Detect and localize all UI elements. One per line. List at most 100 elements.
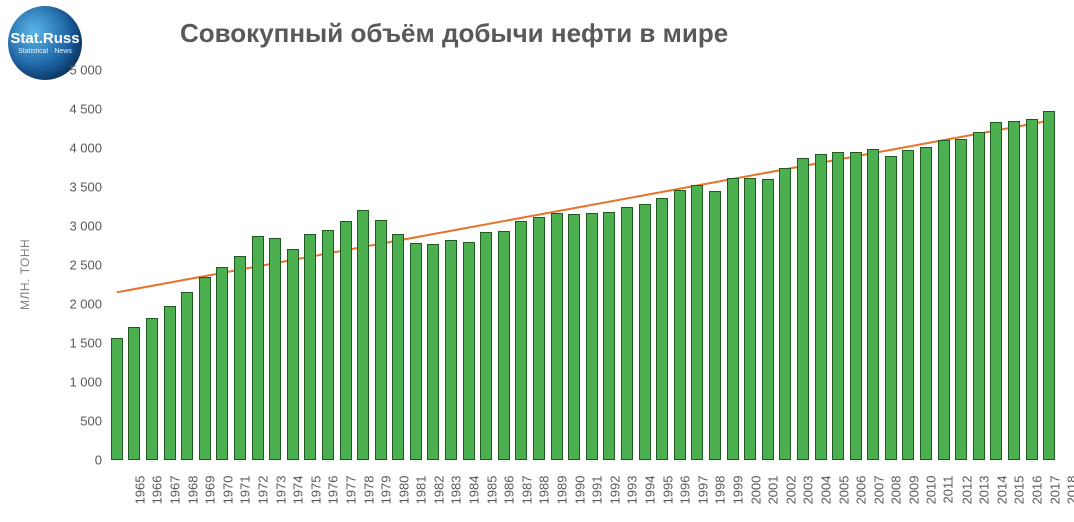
bar [568, 214, 580, 460]
x-tick-label: 1993 [625, 476, 640, 505]
x-tick-label: 1991 [590, 476, 605, 505]
x-tick-label: 1970 [220, 476, 235, 505]
x-tick-label: 1971 [238, 476, 253, 505]
y-tick-label: 2 500 [69, 258, 102, 273]
bar [164, 306, 176, 460]
bar [920, 147, 932, 460]
bar [709, 191, 721, 460]
x-tick-label: 1984 [466, 476, 481, 505]
x-tick-label: 1968 [185, 476, 200, 505]
x-tick-label: 1983 [449, 476, 464, 505]
logo-sub-text: Statistical · News [18, 48, 72, 55]
bar [498, 231, 510, 460]
bar [832, 152, 844, 460]
x-tick-label: 1996 [678, 476, 693, 505]
x-tick-label: 1967 [167, 476, 182, 505]
bar [269, 238, 281, 460]
bar [691, 185, 703, 460]
x-tick-label: 1977 [343, 476, 358, 505]
x-tick-label: 2002 [783, 476, 798, 505]
x-tick-label: 1969 [203, 476, 218, 505]
bar [234, 256, 246, 460]
x-tick-label: 1987 [519, 476, 534, 505]
bar [1008, 121, 1020, 460]
y-tick-label: 500 [80, 414, 102, 429]
y-tick-label: 4 500 [69, 102, 102, 117]
x-tick-label: 2015 [1012, 476, 1027, 505]
y-tick-label: 1 000 [69, 375, 102, 390]
x-tick-label: 1997 [695, 476, 710, 505]
x-tick-label: 2003 [801, 476, 816, 505]
bar [375, 220, 387, 460]
bar [938, 140, 950, 460]
x-tick-label: 1973 [273, 476, 288, 505]
bar [304, 234, 316, 460]
x-tick-label: 1972 [255, 476, 270, 505]
bar [128, 327, 140, 460]
bar [322, 230, 334, 460]
x-tick-label: 1995 [660, 476, 675, 505]
bar [902, 150, 914, 460]
bar [551, 213, 563, 460]
x-tick-label: 1998 [713, 476, 728, 505]
x-tick-label: 2005 [836, 476, 851, 505]
bar [586, 213, 598, 460]
bar [674, 190, 686, 460]
x-tick-label: 2012 [959, 476, 974, 505]
x-tick-label: 1976 [326, 476, 341, 505]
x-tick-label: 1981 [414, 476, 429, 505]
bar [181, 292, 193, 460]
y-tick-label: 1 500 [69, 336, 102, 351]
x-tick-label: 1988 [537, 476, 552, 505]
x-tick-label: 2011 [941, 476, 956, 504]
x-tick-label: 2013 [977, 476, 992, 505]
x-tick-label: 1999 [730, 476, 745, 505]
bar [973, 132, 985, 460]
bar [410, 243, 422, 460]
bar [990, 122, 1002, 460]
x-tick-label: 1985 [484, 476, 499, 505]
x-tick-label: 2001 [766, 476, 781, 505]
x-tick-label: 1966 [150, 476, 165, 505]
bar [216, 267, 228, 460]
bar [357, 210, 369, 460]
bar [445, 240, 457, 460]
x-tick-label: 2004 [818, 476, 833, 505]
x-tick-label: 1978 [361, 476, 376, 505]
x-tick-label: 1965 [132, 476, 147, 505]
bar [533, 217, 545, 460]
x-tick-label: 2014 [994, 476, 1009, 505]
y-tick-label: 5 000 [69, 63, 102, 78]
chart-container: Stat.Russ Statistical · News Совокупный … [0, 0, 1074, 522]
bar [392, 234, 404, 460]
bar [621, 207, 633, 461]
bar [815, 154, 827, 460]
bar [603, 212, 615, 460]
x-tick-label: 2018 [1065, 476, 1074, 505]
x-tick-label: 2017 [1047, 476, 1062, 505]
bar [146, 318, 158, 460]
bar [427, 244, 439, 460]
bar [199, 277, 211, 460]
bar [797, 158, 809, 460]
x-tick-label: 1979 [379, 476, 394, 505]
plot-area: 05001 0001 5002 0002 5003 0003 5004 0004… [108, 70, 1058, 460]
x-tick-label: 1982 [431, 476, 446, 505]
bar [762, 179, 774, 460]
x-tick-label: 1975 [308, 476, 323, 505]
y-tick-label: 4 000 [69, 141, 102, 156]
x-tick-label: 2009 [906, 476, 921, 505]
x-tick-label: 1990 [572, 476, 587, 505]
bar [1043, 111, 1055, 460]
x-tick-label: 2000 [748, 476, 763, 505]
x-tick-label: 1992 [607, 476, 622, 505]
bar [744, 178, 756, 460]
x-tick-label: 2007 [871, 476, 886, 505]
bar [639, 204, 651, 460]
y-tick-label: 0 [95, 453, 102, 468]
x-tick-label: 1989 [554, 476, 569, 505]
chart-title: Совокупный объём добычи нефти в мире [180, 18, 728, 49]
y-tick-label: 2 000 [69, 297, 102, 312]
bar [252, 236, 264, 460]
bar [850, 152, 862, 460]
